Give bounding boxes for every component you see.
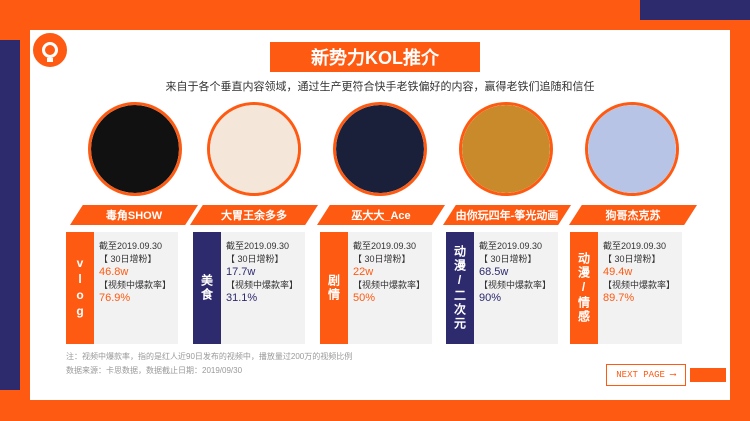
- kol-category-5: 动漫/情感: [570, 232, 598, 344]
- brand-logo: [690, 368, 726, 382]
- kol-fans-2: 17.7w: [226, 266, 256, 278]
- kol-rate-label-5: 【视频中爆款率】: [603, 280, 676, 290]
- kol-category-3: 剧情: [320, 232, 348, 344]
- kol-rate-3: 50%: [353, 292, 376, 304]
- kol-rate-label-4: 【视频中爆款率】: [479, 280, 552, 290]
- kol-rate-label-1: 【视频中爆款率】: [99, 280, 172, 290]
- avatar-kol-3: [333, 102, 427, 196]
- kol-fans-5: 49.4w: [603, 266, 633, 278]
- footer-source: 数据来源：卡思数据，数据截止日期：2019/09/30: [66, 366, 243, 375]
- kol-fans-1: 46.8w: [99, 266, 129, 278]
- kol-fans-label-3: 【 30日增粉】: [353, 254, 411, 264]
- kol-fans-label-4: 【 30日增粉】: [479, 254, 537, 264]
- kol-name-1: 毒角SHOW: [70, 205, 198, 225]
- lightbulb-icon: [30, 30, 70, 70]
- kol-name-5: 狗哥杰克苏: [569, 205, 697, 225]
- kol-asof-4: 截至2019.09.30: [479, 241, 543, 251]
- kol-name-2: 大胃王余多多: [190, 205, 318, 225]
- kol-fans-label-1: 【 30日增粉】: [99, 254, 157, 264]
- kol-fans-4: 68.5w: [479, 266, 509, 278]
- footer-notes: 注：视频中爆款率，指的是红人近90日发布的视频中，播放量过200万的视频比例 数…: [66, 350, 352, 378]
- kol-rate-1: 76.9%: [99, 292, 131, 304]
- page-title: 新势力KOL推介: [270, 42, 480, 72]
- avatar-kol-1: [88, 102, 182, 196]
- kol-asof-5: 截至2019.09.30: [603, 241, 667, 251]
- next-page-button[interactable]: NEXT PAGE ⟶: [606, 364, 686, 386]
- kol-panel-2: 美食 截至2019.09.30 【 30日增粉】 17.7w 【视频中爆款率】 …: [193, 232, 305, 344]
- avatar-kol-2: [207, 102, 301, 196]
- kol-rate-label-2: 【视频中爆款率】: [226, 280, 299, 290]
- kol-name-3: 巫大大_Ace: [317, 205, 445, 225]
- kol-rate-5: 89.7%: [603, 292, 635, 304]
- kol-fans-3: 22w: [353, 266, 374, 278]
- corner-decoration: [640, 0, 750, 20]
- page-subtitle: 来自于各个垂直内容领域，通过生产更符合快手老铁偏好的内容，赢得老铁们追随和信任: [165, 81, 595, 93]
- kol-name-4: 由你玩四年-筝光动画: [443, 205, 571, 225]
- kol-category-1: vlog: [66, 232, 94, 344]
- kol-panel-5: 动漫/情感 截至2019.09.30 【 30日增粉】 49.4w 【视频中爆款…: [570, 232, 682, 344]
- kol-category-4: 动漫/二次元: [446, 232, 474, 344]
- kol-panel-4: 动漫/二次元 截至2019.09.30 【 30日增粉】 68.5w 【视频中爆…: [446, 232, 558, 344]
- kol-rate-4: 90%: [479, 292, 502, 304]
- kol-fans-label-5: 【 30日增粉】: [603, 254, 661, 264]
- kol-panel-3: 剧情 截至2019.09.30 【 30日增粉】 22w 【视频中爆款率】 50…: [320, 232, 432, 344]
- kol-rate-2: 31.1%: [226, 292, 258, 304]
- kol-rate-label-3: 【视频中爆款率】: [353, 280, 426, 290]
- kol-asof-3: 截至2019.09.30: [353, 241, 417, 251]
- kol-fans-label-2: 【 30日增粉】: [226, 254, 284, 264]
- kol-panel-1: vlog 截至2019.09.30 【 30日增粉】 46.8w 【视频中爆款率…: [66, 232, 178, 344]
- top-border: [0, 0, 750, 12]
- avatar-kol-4: [459, 102, 553, 196]
- kol-category-2: 美食: [193, 232, 221, 344]
- left-decoration: [0, 40, 20, 390]
- avatar-kol-5: [585, 102, 679, 196]
- kol-asof-2: 截至2019.09.30: [226, 241, 290, 251]
- footer-note: 注：视频中爆款率，指的是红人近90日发布的视频中，播放量过200万的视频比例: [66, 352, 353, 361]
- kol-asof-1: 截至2019.09.30: [99, 241, 163, 251]
